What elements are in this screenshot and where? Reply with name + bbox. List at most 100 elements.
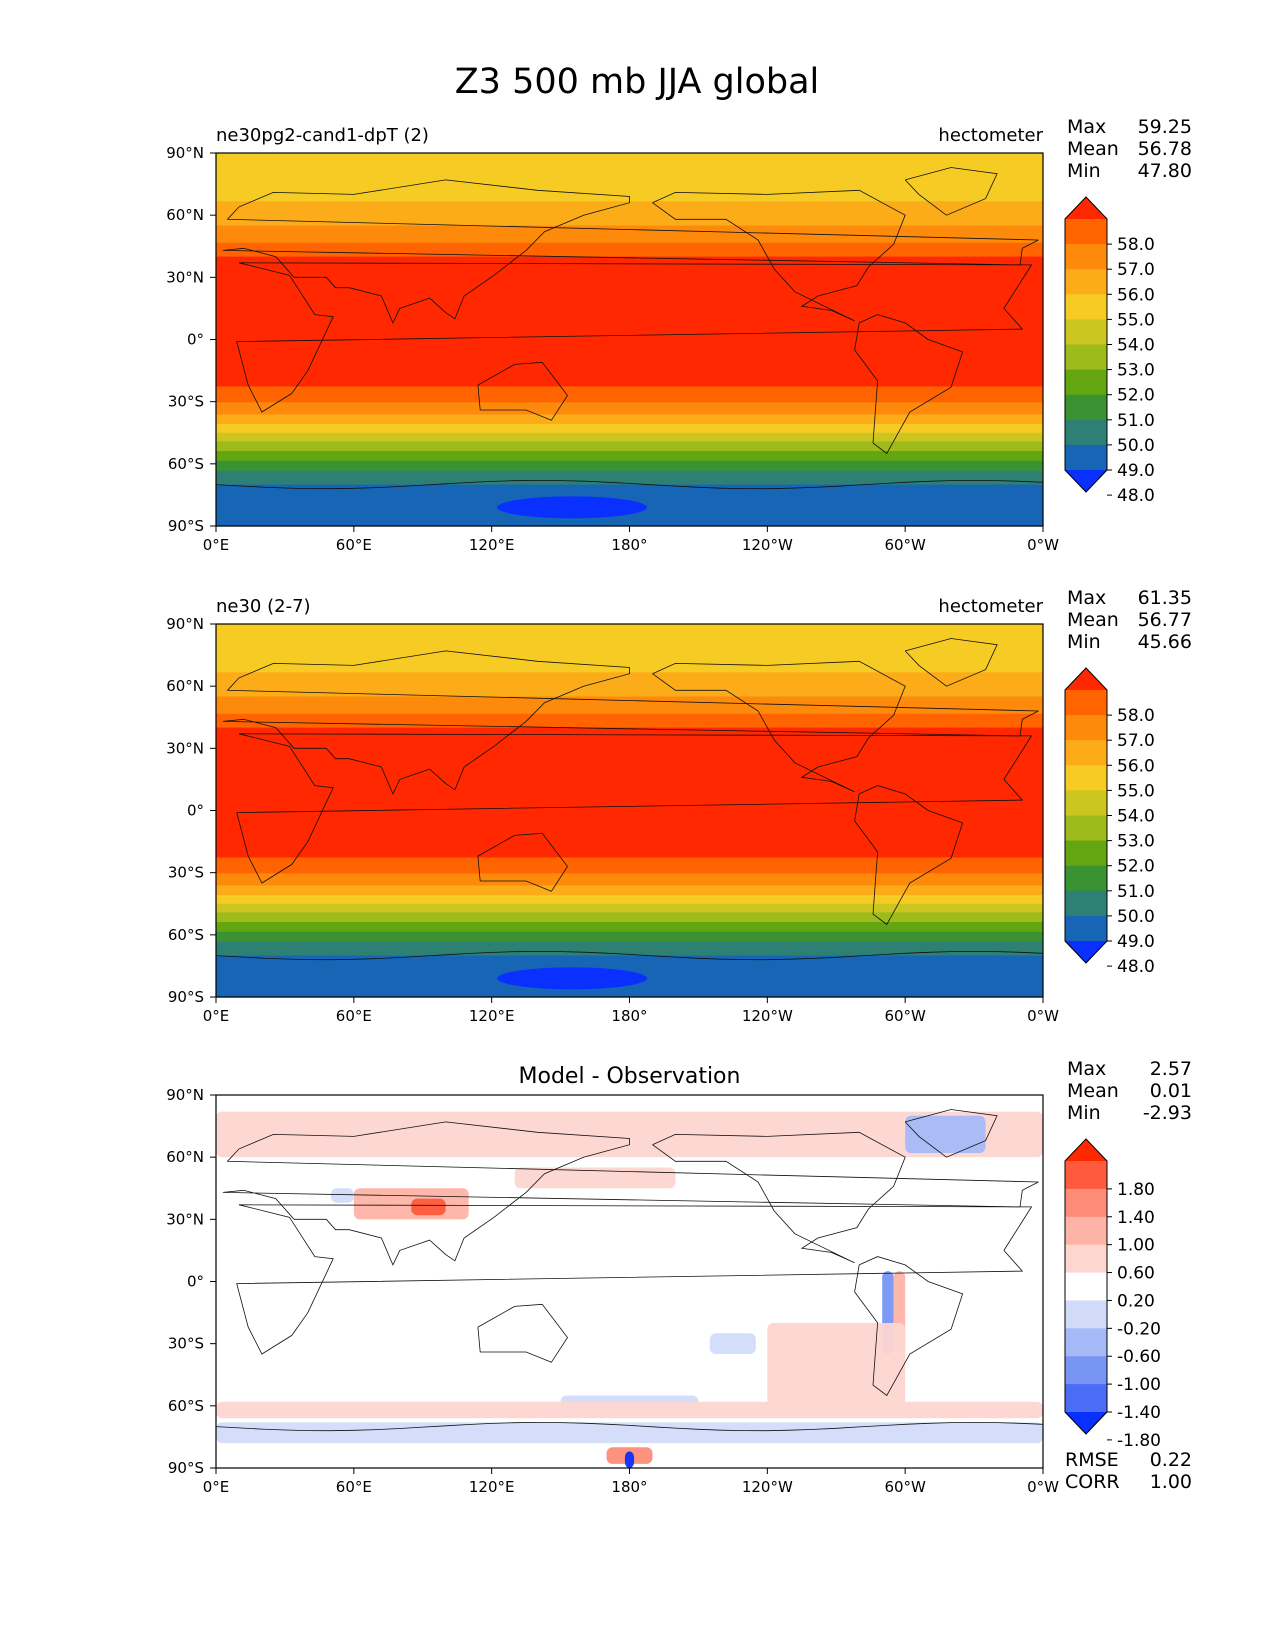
coastline-0-5	[854, 314, 964, 455]
colorbar-swatch-0-7	[1065, 369, 1107, 396]
colorbar-swatch-2-9	[1065, 1384, 1107, 1413]
field-band-0-5-5	[216, 329, 1043, 341]
extra-stat-value-0: 0.22	[1150, 1449, 1192, 1471]
field-band-1-14-4	[216, 983, 1043, 991]
coastline-2-3	[652, 1131, 906, 1264]
field-band-0-10-2	[216, 430, 1043, 434]
field-band-1-2-0	[216, 686, 1043, 691]
field-band-0-11-1	[216, 441, 1043, 445]
figure-title: Z3 500 mb JJA global	[455, 62, 820, 102]
field-band-1-4-2	[216, 734, 1043, 739]
field-band-1-0-5	[216, 658, 1043, 667]
field-band-1-7-5	[216, 865, 1043, 870]
colorbar-label-1-1: 57.0	[1117, 731, 1155, 751]
colorbar-swatch-1-9	[1065, 890, 1107, 917]
field-band-1-11-3	[216, 917, 1043, 921]
colorbar-swatch-2-7	[1065, 1328, 1107, 1357]
field-band-1-13-4	[216, 950, 1043, 954]
extra-stat-label-1: CORR	[1065, 1471, 1120, 1493]
lon-tick-label-1-2: 120°E	[469, 1007, 515, 1025]
field-band-0-12-0	[216, 453, 1043, 457]
lon-tick-label-2-4: 120°W	[742, 1478, 793, 1496]
field-band-0-1-4	[216, 208, 1043, 213]
field-band-0-10-1	[216, 428, 1043, 432]
field-band-0-11-2	[216, 443, 1043, 447]
colorbar-swatch-1-0	[1065, 668, 1107, 690]
lon-tick-label-0-3: 180°	[611, 536, 647, 554]
anomaly-patch-2-1	[514, 1167, 676, 1189]
colorbar-swatch-2-0	[1065, 1139, 1107, 1161]
colorbar-swatch-0-10	[1065, 444, 1107, 471]
colorbar-label-0-6: 52.0	[1117, 386, 1155, 406]
lat-tick-label-0-3: 0°	[187, 331, 204, 349]
field-band-1-5-2	[216, 769, 1043, 781]
coastline-0-0	[236, 262, 1033, 413]
anomaly-patch-2-12	[216, 1422, 1043, 1444]
panel-ne30: 90°N 60°N 30°N 0° 30°S 60°S 90°S0°E 60°E 120°E 18…	[166, 587, 1192, 1025]
field-band-1-0-1	[216, 630, 1043, 639]
colorbar-label-1-3: 55.0	[1117, 781, 1155, 801]
stat-label-0-2: Min	[1067, 160, 1101, 182]
colorbar-label-0-3: 55.0	[1117, 310, 1155, 330]
field-band-1-4-1	[216, 731, 1043, 736]
field-band-0-1-2	[216, 201, 1043, 206]
colorbar-label-0-10: 48.0	[1117, 486, 1155, 506]
lon-tick-label-2-0: 0°E	[203, 1478, 230, 1496]
field-band-0-6-5	[216, 374, 1043, 382]
panel-left-title-0: ne30pg2-cand1-dpT (2)	[216, 125, 429, 146]
lon-tick-label-2-5: 60°W	[884, 1478, 926, 1496]
colorbar-swatch-1-10	[1065, 915, 1107, 942]
field-band-0-4-1	[216, 260, 1043, 265]
colorbar-swatch-2-8	[1065, 1356, 1107, 1385]
field-band-0-0-3	[216, 173, 1043, 182]
field-band-1-7-0	[216, 851, 1043, 856]
field-band-0-2-3	[216, 225, 1043, 230]
coastline-0-antarctica	[215, 479, 1044, 490]
lat-tick-label-0-6: 90°S	[168, 517, 204, 535]
stat-value-1-0: 61.35	[1138, 587, 1192, 609]
colorbar-label-0-4: 54.0	[1117, 336, 1155, 356]
field-band-1-11-5	[216, 922, 1043, 926]
field-band-1-0-4	[216, 651, 1043, 660]
field-band-1-12-0	[216, 924, 1043, 928]
field-band-1-12-3	[216, 931, 1043, 935]
field-band-0-3-1	[216, 239, 1043, 244]
colorbar-swatch-0-0	[1065, 197, 1107, 219]
field-band-0-0-5	[216, 187, 1043, 196]
colorbar-swatch-0-5	[1065, 319, 1107, 345]
lon-tick-label-0-1: 60°E	[336, 536, 372, 554]
coastline-0-2	[477, 361, 568, 421]
field-band-1-3-1	[216, 710, 1043, 715]
field-band-1-10-5	[216, 907, 1043, 911]
lat-tick-label-0-2: 30°N	[166, 268, 204, 286]
field-band-1-13-1	[216, 941, 1043, 946]
lat-tick-label-2-5: 60°S	[168, 1397, 204, 1415]
colorbar-label-1-0: 58.0	[1117, 706, 1155, 726]
stat-label-2-0: Max	[1067, 1058, 1106, 1080]
field-band-1-1-2	[216, 672, 1043, 677]
stat-value-0-0: 59.25	[1138, 116, 1192, 138]
lat-tick-label-0-0: 90°N	[166, 144, 204, 162]
field-band-0-11-0	[216, 438, 1043, 442]
lat-tick-label-1-5: 60°S	[168, 926, 204, 944]
field-band-1-5-5	[216, 800, 1043, 812]
colorbar-swatch-1-5	[1065, 790, 1107, 816]
colorbar-label-1-7: 51.0	[1117, 882, 1155, 902]
field-band-0-3-2	[216, 242, 1043, 247]
coastline-1-5	[854, 785, 964, 926]
field-band-0-14-0	[216, 484, 1043, 493]
field-band-0-0-4	[216, 180, 1043, 189]
colorbar-swatch-2-10	[1065, 1412, 1107, 1434]
field-band-0-7-5	[216, 394, 1043, 399]
field-band-0-7-4	[216, 391, 1043, 396]
colorbar-swatch-2-6	[1065, 1300, 1107, 1329]
lon-tick-label-2-6: 0°W	[1027, 1478, 1059, 1496]
field-band-0-9-5	[216, 424, 1043, 428]
colorbar-swatch-1-8	[1065, 865, 1107, 892]
field-band-1-6-0	[216, 810, 1043, 819]
stat-value-2-1: 0.01	[1150, 1080, 1192, 1102]
field-band-1-8-3	[216, 875, 1043, 879]
field-band-1-10-3	[216, 903, 1043, 907]
field-band-1-6-2	[216, 824, 1043, 832]
field-band-1-3-5	[216, 724, 1043, 729]
